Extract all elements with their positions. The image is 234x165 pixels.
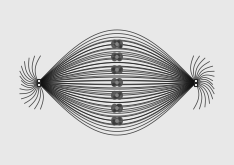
Ellipse shape xyxy=(115,46,117,48)
Ellipse shape xyxy=(117,66,122,73)
Ellipse shape xyxy=(115,92,117,94)
Ellipse shape xyxy=(112,41,114,43)
Ellipse shape xyxy=(116,106,118,108)
Ellipse shape xyxy=(112,104,117,112)
Ellipse shape xyxy=(117,55,118,57)
Ellipse shape xyxy=(117,40,122,48)
Ellipse shape xyxy=(115,57,117,59)
Ellipse shape xyxy=(117,53,119,55)
Ellipse shape xyxy=(118,43,120,45)
Ellipse shape xyxy=(117,92,122,99)
Bar xyxy=(37,83,40,86)
Ellipse shape xyxy=(120,66,121,68)
Ellipse shape xyxy=(117,104,122,112)
Ellipse shape xyxy=(118,58,120,60)
Ellipse shape xyxy=(113,69,115,70)
Ellipse shape xyxy=(112,53,117,61)
Ellipse shape xyxy=(115,121,117,123)
Ellipse shape xyxy=(117,104,119,106)
Ellipse shape xyxy=(113,117,115,119)
Ellipse shape xyxy=(113,109,115,111)
Ellipse shape xyxy=(112,66,117,73)
Ellipse shape xyxy=(116,67,118,69)
Ellipse shape xyxy=(118,81,120,82)
Ellipse shape xyxy=(112,92,117,99)
Ellipse shape xyxy=(117,117,119,119)
Ellipse shape xyxy=(112,40,117,48)
Ellipse shape xyxy=(116,97,118,99)
Ellipse shape xyxy=(116,53,117,55)
Ellipse shape xyxy=(116,84,117,86)
Ellipse shape xyxy=(117,84,119,86)
Ellipse shape xyxy=(112,79,114,81)
Ellipse shape xyxy=(116,120,118,122)
Ellipse shape xyxy=(112,79,117,86)
Ellipse shape xyxy=(117,117,122,125)
Ellipse shape xyxy=(116,56,118,58)
Ellipse shape xyxy=(112,71,114,73)
Ellipse shape xyxy=(112,117,117,125)
Bar xyxy=(194,83,197,86)
Ellipse shape xyxy=(116,107,118,109)
Ellipse shape xyxy=(118,97,119,99)
Bar xyxy=(194,79,197,82)
Ellipse shape xyxy=(113,69,114,71)
Ellipse shape xyxy=(116,92,118,94)
Ellipse shape xyxy=(113,118,115,119)
Ellipse shape xyxy=(117,53,122,61)
Ellipse shape xyxy=(116,81,118,84)
Ellipse shape xyxy=(115,42,117,44)
Ellipse shape xyxy=(117,95,119,97)
Ellipse shape xyxy=(116,94,118,97)
Ellipse shape xyxy=(117,123,118,125)
Ellipse shape xyxy=(113,110,114,112)
Ellipse shape xyxy=(120,69,121,71)
Ellipse shape xyxy=(117,79,122,86)
Ellipse shape xyxy=(116,43,118,45)
Ellipse shape xyxy=(113,46,114,47)
Ellipse shape xyxy=(116,68,118,71)
Ellipse shape xyxy=(119,109,121,111)
Ellipse shape xyxy=(120,84,122,86)
Ellipse shape xyxy=(115,110,117,112)
Ellipse shape xyxy=(113,58,115,59)
Ellipse shape xyxy=(120,120,121,122)
Ellipse shape xyxy=(118,41,120,43)
Ellipse shape xyxy=(115,97,117,99)
Ellipse shape xyxy=(120,83,122,85)
Bar xyxy=(37,79,40,82)
